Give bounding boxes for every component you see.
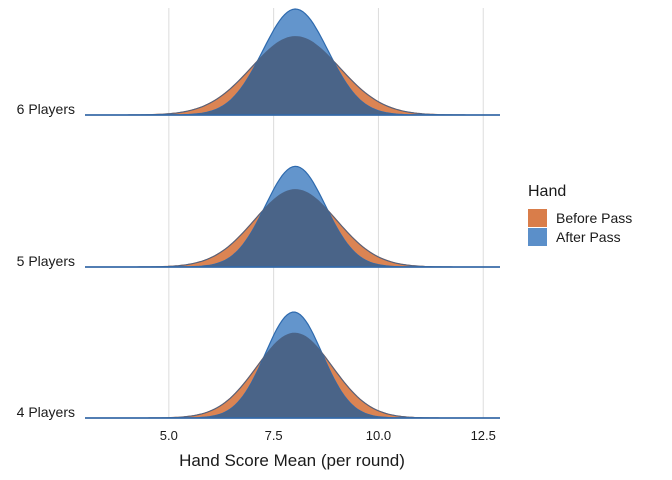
category-labels: 6 Players 5 Players 4 Players <box>17 101 75 420</box>
category-label: 4 Players <box>17 404 75 420</box>
legend-swatch-after-pass <box>528 228 547 246</box>
density-overlap-5-players <box>85 189 500 267</box>
legend: Hand Before Pass After Pass <box>528 183 632 246</box>
legend-swatch-before-pass <box>528 209 547 227</box>
density-overlap-6-players <box>85 36 500 115</box>
x-tick-label: 10.0 <box>366 428 391 443</box>
x-tick-label: 12.5 <box>471 428 496 443</box>
legend-label-after-pass: After Pass <box>556 229 621 245</box>
x-axis-ticks: 5.0 7.5 10.0 12.5 <box>160 428 496 443</box>
category-label: 6 Players <box>17 101 75 117</box>
density-ridges <box>85 8 500 419</box>
legend-title: Hand <box>528 183 566 200</box>
x-axis-title: Hand Score Mean (per round) <box>179 451 405 470</box>
category-label: 5 Players <box>17 253 75 269</box>
legend-label-before-pass: Before Pass <box>556 210 632 226</box>
ridge-6-players <box>85 8 500 116</box>
ridge-4-players <box>85 311 500 419</box>
x-tick-label: 7.5 <box>265 428 283 443</box>
ridge-5-players <box>85 165 500 268</box>
density-overlap-4-players <box>85 333 500 418</box>
x-tick-label: 5.0 <box>160 428 178 443</box>
